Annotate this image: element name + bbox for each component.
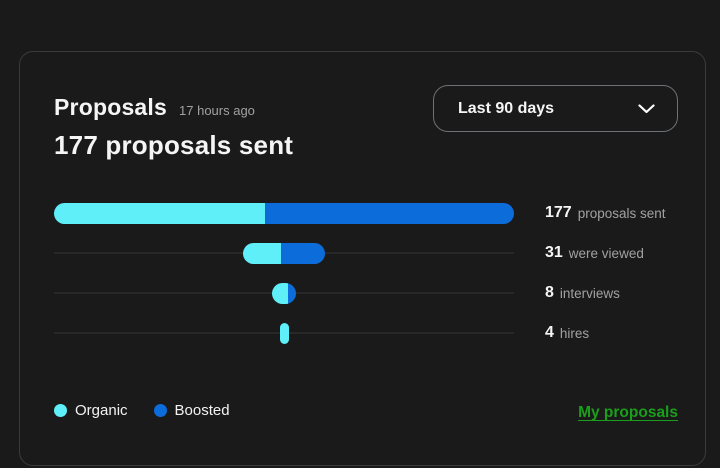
bar-boosted-segment: [281, 242, 325, 264]
stat-label: were viewed: [568, 245, 644, 261]
date-range-value: Last 90 days: [458, 99, 555, 117]
funnel-bar: [243, 242, 325, 264]
stat-value: 31: [545, 244, 563, 261]
stat-label: hires: [559, 325, 590, 341]
date-range-dropdown[interactable]: Last 90 days: [433, 85, 678, 132]
stat-value: 8: [545, 284, 554, 301]
stat-proposals-sent: 177 proposals sent: [545, 193, 695, 233]
stat-value: 4: [545, 324, 554, 341]
proposals-card: Proposals 17 hours ago 177 proposals sen…: [19, 51, 706, 466]
funnel-row-interviews: [54, 273, 514, 313]
proposals-funnel-chart: [54, 193, 514, 353]
stat-interviews: 8 interviews: [545, 273, 695, 313]
stat-were-viewed: 31 were viewed: [545, 233, 695, 273]
stat-label: interviews: [559, 285, 620, 301]
proposals-sent-headline: 177 proposals sent: [54, 130, 294, 160]
chevron-down-icon: [638, 103, 655, 114]
bar-organic-segment: [54, 202, 265, 224]
boosted-dot-icon: [153, 404, 167, 417]
card-title: Proposals: [54, 94, 168, 120]
bar-organic-segment: [279, 322, 289, 344]
stat-hires: 4 hires: [545, 313, 695, 353]
chart-legend: Organic Boosted: [54, 402, 230, 419]
bar-organic-segment: [243, 242, 281, 264]
legend-item-organic: Organic: [54, 402, 128, 419]
funnel-stats-column: 177 proposals sent 31 were viewed 8 inte…: [545, 193, 695, 353]
funnel-bar: [279, 322, 289, 344]
funnel-bar: [272, 282, 296, 304]
bar-boosted-segment: [288, 282, 296, 304]
legend-label: Boosted: [174, 402, 230, 419]
my-proposals-link[interactable]: My proposals: [578, 404, 678, 421]
funnel-row-were-viewed: [54, 233, 514, 273]
funnel-bar: [54, 202, 514, 224]
legend-item-boosted: Boosted: [153, 402, 230, 419]
last-updated-timestamp: 17 hours ago: [179, 103, 255, 118]
bar-boosted-segment: [265, 202, 514, 224]
stat-value: 177: [545, 204, 572, 221]
organic-dot-icon: [54, 404, 67, 417]
bar-organic-segment: [272, 282, 288, 304]
funnel-row-proposals-sent: [54, 193, 514, 233]
legend-label: Organic: [75, 402, 128, 419]
stat-label: proposals sent: [577, 205, 666, 221]
card-header: Proposals 17 hours ago 177 proposals sen…: [54, 94, 293, 161]
funnel-row-hires: [54, 313, 514, 353]
title-row: Proposals 17 hours ago: [54, 94, 293, 121]
